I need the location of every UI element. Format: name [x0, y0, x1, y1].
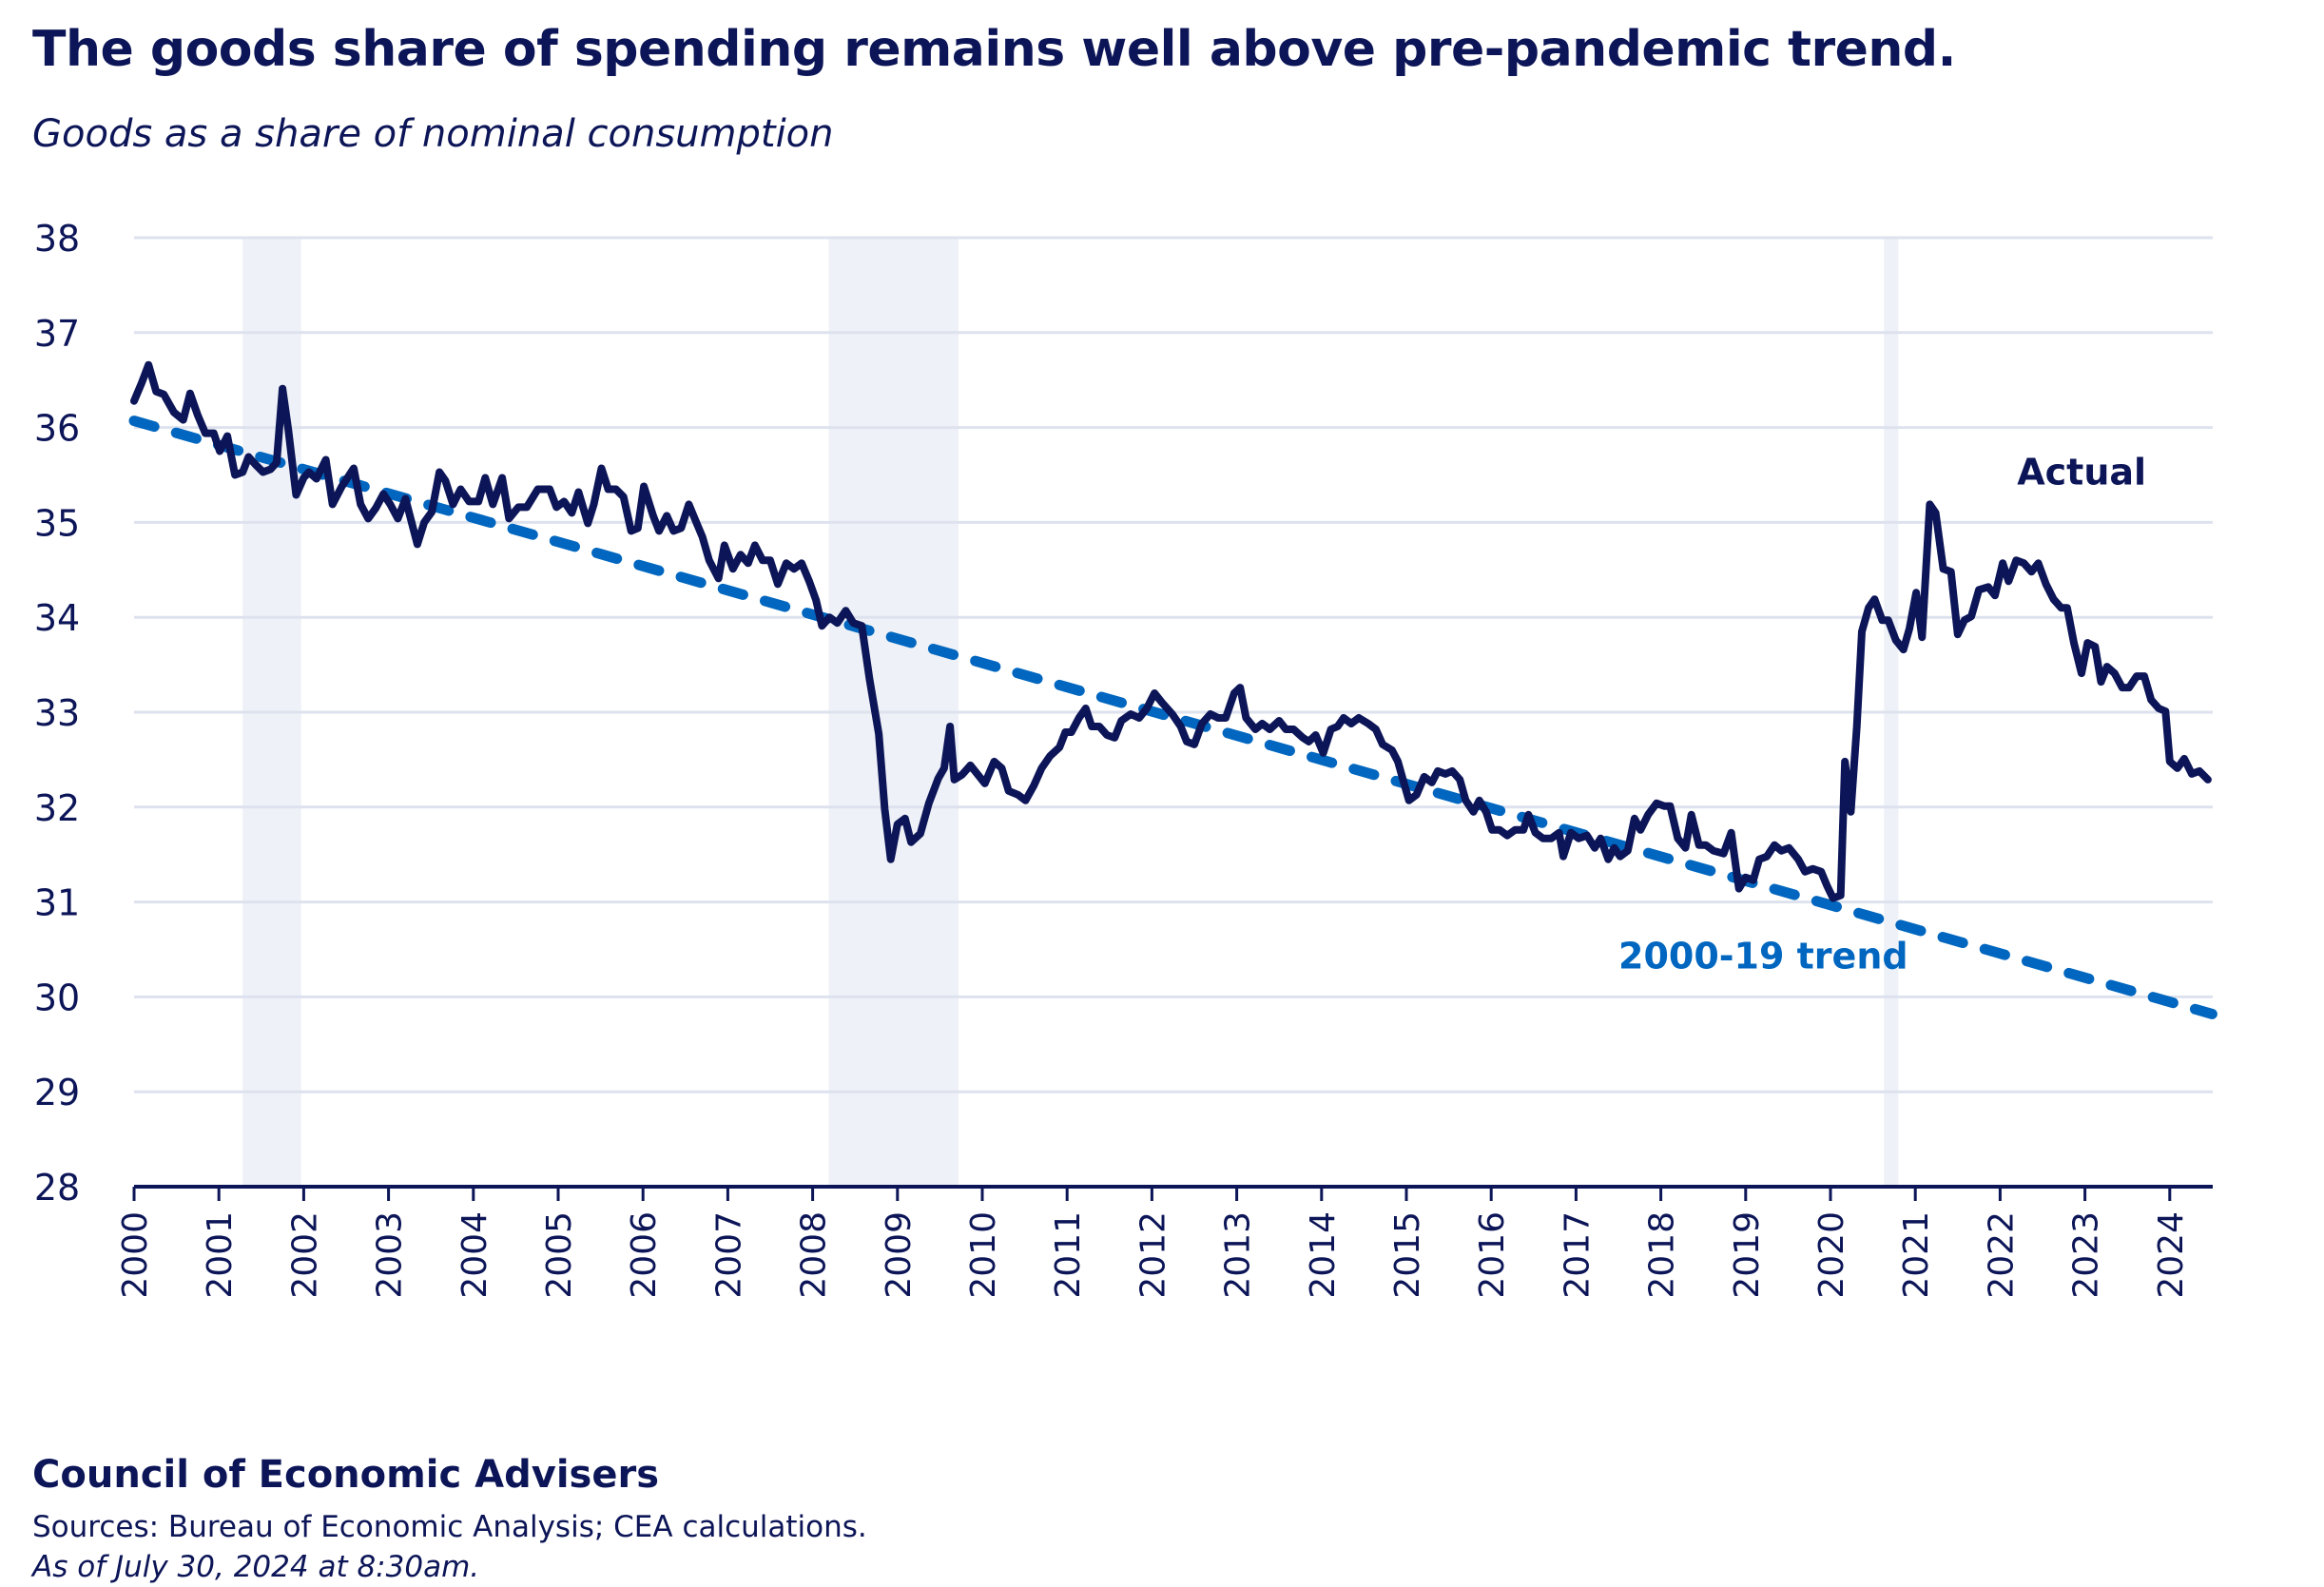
y-tick-label: 37: [34, 313, 80, 355]
x-tick-label: 2014: [1304, 1211, 1343, 1299]
footer-as-of-date: As of July 30, 2024 at 8:30am.: [32, 1550, 480, 1584]
x-tick-label: 2001: [201, 1211, 240, 1299]
x-tick-label: 2002: [285, 1211, 324, 1299]
y-tick-label: 32: [34, 787, 80, 829]
x-tick-label: 2021: [1897, 1211, 1936, 1299]
series-group: [128, 360, 2217, 1019]
x-tick-label: 2006: [625, 1211, 664, 1299]
x-tick-label: 2000: [116, 1211, 155, 1299]
y-axis-labels: 28 29 30 31 32 33 34 35 36 37 38: [34, 218, 80, 1209]
x-tick-label: 2018: [1643, 1211, 1682, 1299]
y-tick-label: 33: [34, 692, 80, 734]
y-tick-label: 36: [34, 408, 80, 450]
x-tick-label: 2024: [2152, 1211, 2191, 1299]
x-tick-label: 2015: [1388, 1211, 1427, 1299]
footer-organization: Council of Economic Advisers: [32, 1453, 660, 1497]
x-tick-label: 2016: [1473, 1211, 1512, 1299]
x-tick-label: 2012: [1133, 1211, 1172, 1299]
y-tick-label: 34: [34, 597, 80, 639]
x-tick-label: 2008: [795, 1211, 834, 1299]
x-tick-label: 2010: [964, 1211, 1003, 1299]
footer-sources: Sources: Bureau of Economic Analysis; CE…: [32, 1510, 867, 1544]
y-tick-label: 35: [34, 502, 80, 544]
x-tick-label: 2003: [371, 1211, 410, 1299]
chart-subtitle: Goods as a share of nominal consumption: [32, 112, 834, 156]
actual-series-label: Actual: [2017, 451, 2146, 493]
x-tick-label: 2009: [880, 1211, 919, 1299]
trend-line-series: [128, 416, 2217, 1019]
x-tick-label: 2022: [1982, 1211, 2021, 1299]
x-axis-labels: 2000 2001 2002 2003 2004 2005 2006 2007 2008 2009…: [116, 1211, 2191, 1299]
annotations-group: Actual 2000-19 trend: [1618, 451, 2146, 977]
x-axis: [132, 1185, 2213, 1201]
x-tick-label: 2020: [1812, 1211, 1851, 1299]
chart-title: The goods share of spending remains well…: [32, 21, 1956, 78]
actual-line-series: [130, 360, 2212, 902]
y-tick-label: 28: [34, 1167, 80, 1209]
x-tick-label: 2011: [1049, 1211, 1088, 1299]
x-tick-label: 2019: [1728, 1211, 1767, 1299]
y-tick-label: 31: [34, 882, 80, 924]
y-tick-label: 38: [34, 218, 80, 260]
x-tick-label: 2023: [2067, 1211, 2106, 1299]
y-tick-label: 30: [34, 977, 80, 1018]
x-tick-label: 2013: [1219, 1211, 1258, 1299]
x-tick-label: 2004: [455, 1211, 494, 1299]
x-tick-label: 2007: [709, 1211, 748, 1299]
x-tick-label: 2017: [1558, 1211, 1597, 1299]
x-tick-label: 2005: [540, 1211, 579, 1299]
trend-series-label: 2000-19 trend: [1618, 935, 1908, 977]
y-tick-label: 29: [34, 1072, 80, 1113]
